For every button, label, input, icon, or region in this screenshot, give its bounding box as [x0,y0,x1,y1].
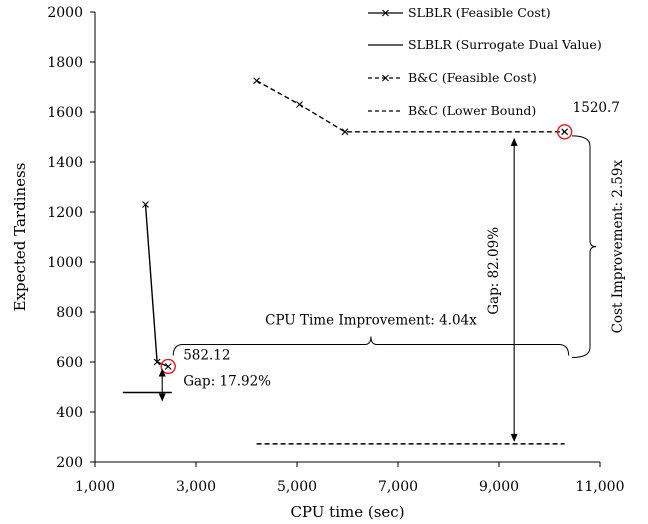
chart-series [122,77,569,445]
y-tick-label: 800 [56,305,83,321]
series-line-0 [144,204,169,368]
x-axis-title: CPU time (sec) [290,503,404,521]
data-point [153,358,161,366]
bc-gap-label: Gap: 82.09% [486,227,502,315]
x-tick-label: 1,000 [75,479,115,495]
marker-stroke [164,363,172,370]
legend-label-0: SLBLR (Feasible Cost) [408,5,551,20]
marker-stroke [382,9,389,17]
arrow-head [158,368,166,377]
chart-axes: 1,000 3,000 5,000 7,000 9,000 11,000 200 400 600… [11,5,625,521]
slblr-gap-label: Gap: 17.92% [183,373,271,389]
cost-improvement-label: Cost Improvement: 2.59x [610,160,626,334]
data-point [341,128,349,136]
x-tick-label: 9,000 [479,479,519,495]
bc-final-value: 1520.7 [573,100,620,116]
legend-label-1: SLBLR (Surrogate Dual Value) [408,37,602,52]
slblr-final-value: 582.12 [183,347,230,363]
y-tick-label: 600 [56,355,83,371]
x-tick-label: 5,000 [277,479,317,495]
marker-stroke [153,358,161,366]
bc-final-highlight [556,124,573,140]
marker-stroke [296,101,303,108]
marker-stroke [382,74,389,82]
x-tick-label: 3,000 [176,479,216,495]
marker-stroke [142,201,149,208]
y-tick-label: 1200 [47,205,83,221]
series-line-2 [256,80,565,133]
marker-stroke [561,128,569,136]
slblr-final-highlight [160,358,176,375]
cost-improvement-brace [571,135,597,358]
marker-stroke [341,128,349,136]
chart-annotations: 582.12 1520.7 Gap: 17.92% Gap: 82.09% CPU Ti… [158,100,626,442]
y-axis-title: Expected Tardiness [11,163,29,312]
legend-marker [382,9,389,17]
y-tick-label: 1600 [47,105,83,121]
y-tick-label: 1400 [47,155,83,171]
legend-marker [382,74,389,82]
bc-gap-arrow [510,137,518,442]
y-tick-label: 200 [56,455,83,471]
data-point [164,363,172,370]
cpu-improvement-label: CPU Time Improvement: 4.04x [265,312,477,328]
arrow-head [510,433,518,442]
slblr-gap-arrow [158,368,166,402]
arrow-head [158,393,166,402]
x-tick-label: 11,000 [576,479,625,495]
x-tick-label: 7,000 [378,479,418,495]
y-tick-label: 400 [56,405,83,421]
arrow-head [510,137,518,146]
y-tick-label: 2000 [47,5,83,21]
chart-legend: SLBLR (Feasible Cost) SLBLR (Surrogate Du… [368,5,602,118]
y-tick-label: 1000 [47,255,83,271]
data-point [561,128,569,136]
legend-label-2: B&C (Feasible Cost) [408,70,537,85]
legend-label-3: B&C (Lower Bound) [408,103,536,118]
y-tick-label: 1800 [47,55,83,71]
data-point [142,201,149,208]
data-point [296,101,303,108]
marker-stroke [253,77,260,85]
data-point [253,77,260,85]
cpu-improvement-brace [172,336,570,356]
